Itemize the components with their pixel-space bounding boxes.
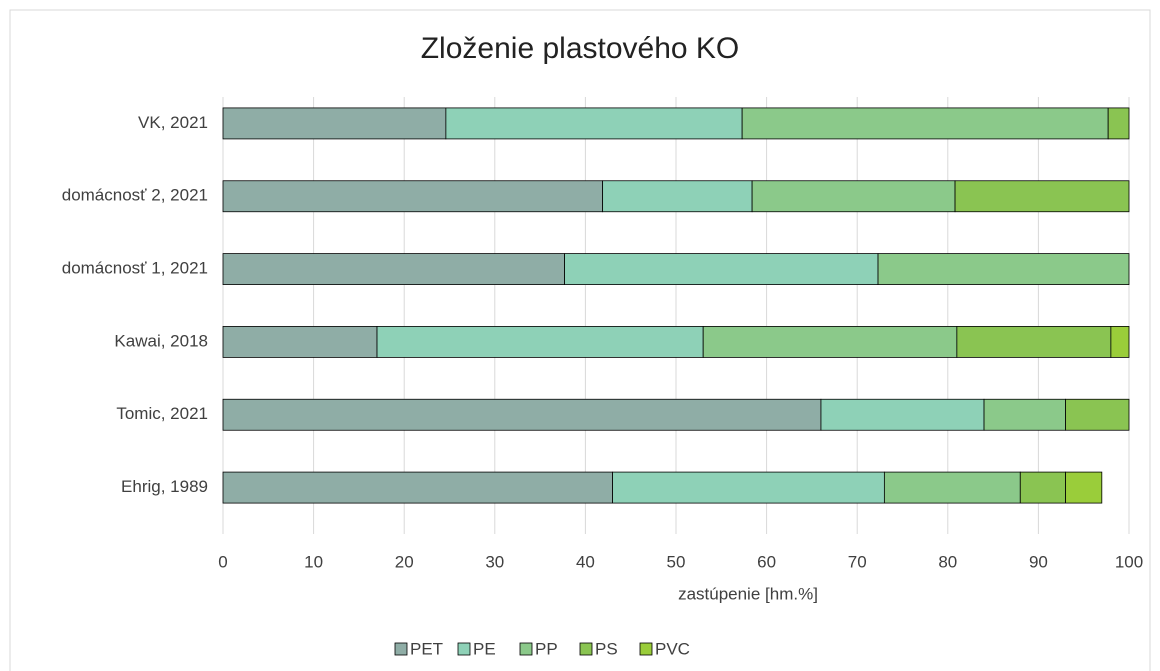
legend-label: PVC (655, 639, 690, 658)
y-tick-label: VK, 2021 (138, 113, 208, 132)
bar-segment (222, 107, 447, 140)
bar-segment (1107, 107, 1130, 140)
y-tick-label: domácnosť 1, 2021 (62, 259, 208, 278)
x-tick-label: 80 (938, 552, 957, 571)
bar-segment (222, 180, 604, 213)
bar-segment (877, 253, 1130, 285)
x-tick-label: 70 (848, 552, 867, 571)
x-tick-label: 0 (218, 552, 227, 571)
bar-segment (956, 326, 1112, 358)
chart-title: Zloženie plastového KO (421, 32, 740, 65)
x-tick-label: 50 (667, 552, 686, 571)
legend-swatch (457, 642, 471, 656)
bar-segment (445, 107, 743, 140)
bar-segment (741, 107, 1109, 140)
x-tick-label: 100 (1115, 552, 1143, 571)
bar-segment (602, 180, 753, 213)
x-tick-label: 30 (485, 552, 504, 571)
bar-segment (983, 398, 1066, 431)
bar-segment (1110, 326, 1130, 358)
bar-segment (1065, 471, 1103, 504)
x-tick-label: 10 (304, 552, 323, 571)
y-tick-label: domácnosť 2, 2021 (62, 186, 208, 205)
bar-segment (954, 180, 1130, 213)
legend-swatch (519, 642, 533, 656)
bar-segment (612, 471, 885, 504)
bar-segment (222, 253, 565, 285)
bar-segment (1065, 398, 1130, 431)
legend-label: PET (410, 639, 443, 658)
y-tick-label: Kawai, 2018 (114, 331, 208, 350)
bar-segment (222, 471, 613, 504)
y-tick-label: Tomic, 2021 (116, 404, 208, 423)
legend-label: PP (535, 639, 558, 658)
bar-segment (820, 398, 985, 431)
bar-segment (376, 326, 704, 358)
x-tick-label: 20 (395, 552, 414, 571)
legend-label: PE (473, 639, 496, 658)
x-tick-label: 60 (757, 552, 776, 571)
bar-segment (751, 180, 956, 213)
bar-segment (883, 471, 1021, 504)
bar-segment (222, 398, 822, 431)
bar-segment (222, 326, 378, 358)
legend-swatch (394, 642, 408, 656)
bar-segment (702, 326, 958, 358)
bar-segment (564, 253, 879, 285)
legend-swatch (579, 642, 593, 656)
legend-label: PS (595, 639, 618, 658)
y-tick-label: Ehrig, 1989 (121, 477, 208, 496)
x-axis-title: zastúpenie [hm.%] (678, 584, 818, 603)
legend-swatch (639, 642, 653, 656)
x-tick-label: 40 (576, 552, 595, 571)
x-tick-label: 90 (1029, 552, 1048, 571)
bar-segment (1019, 471, 1066, 504)
